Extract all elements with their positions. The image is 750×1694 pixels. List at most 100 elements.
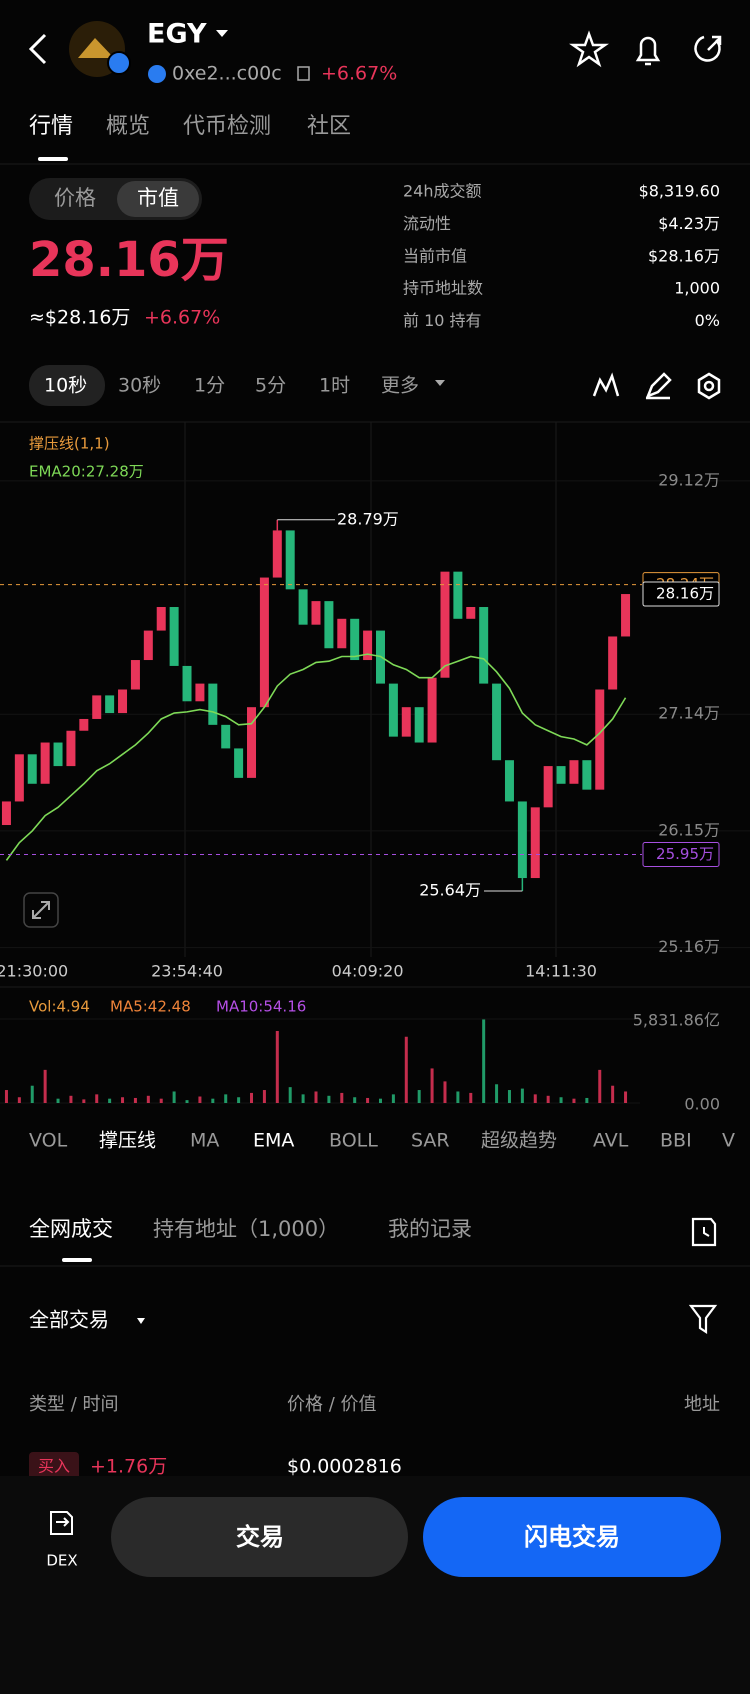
volume-label: MA5:42.48 bbox=[110, 998, 191, 1016]
tab[interactable]: 代币检测 bbox=[183, 114, 271, 139]
volume-bar bbox=[572, 1098, 576, 1103]
spacer bbox=[0, 1170, 750, 1190]
indicator-tab[interactable]: SAR bbox=[411, 1130, 450, 1152]
indicator-tab[interactable]: VOL bbox=[29, 1130, 68, 1152]
interval[interactable]: 5分 bbox=[255, 375, 286, 397]
candle bbox=[453, 571, 463, 619]
volume-bar bbox=[159, 1098, 163, 1103]
candle bbox=[388, 683, 398, 737]
token-address: 0xe2...c00c bbox=[172, 63, 282, 85]
trade-button-label: 交易 bbox=[236, 1523, 284, 1551]
candle bbox=[298, 589, 308, 625]
candle bbox=[337, 618, 347, 649]
volume-bar bbox=[301, 1094, 305, 1103]
flash-button-label: 闪电交易 bbox=[524, 1523, 620, 1551]
volume-bar bbox=[456, 1091, 460, 1103]
indicator-tab[interactable]: V bbox=[722, 1130, 735, 1152]
market-cap: 28.16万 bbox=[29, 232, 229, 288]
current-price-label: 28.16万 bbox=[656, 585, 714, 603]
candle bbox=[621, 594, 631, 637]
expand-icon bbox=[32, 901, 50, 919]
copy-button[interactable] bbox=[297, 66, 310, 81]
indicator-tab[interactable]: AVL bbox=[593, 1130, 629, 1152]
candle bbox=[105, 695, 115, 714]
volume-bar bbox=[533, 1094, 537, 1103]
indicator-icon[interactable] bbox=[592, 372, 620, 397]
chain-badge bbox=[107, 51, 131, 75]
volume-bar bbox=[546, 1095, 550, 1103]
price-change: +6.67% bbox=[321, 63, 397, 85]
trade-price: $0.0002816 bbox=[287, 1456, 402, 1478]
volume-bar bbox=[391, 1094, 395, 1103]
volume-bar bbox=[404, 1036, 408, 1103]
volume-bar bbox=[598, 1069, 602, 1103]
tab[interactable]: 社区 bbox=[307, 114, 351, 139]
indicator-tab[interactable]: BOLL bbox=[329, 1130, 378, 1152]
x-tick-label: 14:11:30 bbox=[525, 962, 597, 981]
toggle-option[interactable]: 价格 bbox=[54, 186, 96, 210]
draw-icon[interactable] bbox=[645, 372, 672, 400]
indicator-tab[interactable]: 撑压线 bbox=[99, 1130, 156, 1152]
volume-bar bbox=[288, 1087, 292, 1103]
back-button[interactable] bbox=[28, 33, 47, 65]
table-header: 地址 bbox=[684, 1394, 720, 1415]
candle bbox=[543, 766, 553, 808]
history-button[interactable] bbox=[691, 1217, 717, 1247]
volume-bar bbox=[69, 1095, 73, 1103]
y-tick-label: 25.16万 bbox=[658, 937, 720, 956]
low-label: 25.64万 bbox=[419, 881, 481, 900]
candle bbox=[414, 707, 424, 743]
stat-value: $4.23万 bbox=[658, 214, 720, 233]
alert-button[interactable] bbox=[635, 36, 661, 66]
toggle-option[interactable]: 市值 bbox=[137, 186, 179, 210]
volume-bar bbox=[30, 1085, 34, 1103]
dex-icon[interactable] bbox=[50, 1511, 73, 1535]
tab[interactable]: 概览 bbox=[106, 114, 150, 139]
volume-bar bbox=[611, 1085, 615, 1103]
flash-trade-button[interactable] bbox=[423, 1497, 721, 1577]
tab[interactable]: 行情 bbox=[29, 114, 73, 139]
interval[interactable]: 30秒 bbox=[118, 375, 161, 397]
candle bbox=[582, 760, 592, 790]
indicator-tab[interactable]: EMA bbox=[253, 1130, 294, 1152]
filter-button[interactable] bbox=[688, 1304, 718, 1335]
token-dropdown[interactable] bbox=[216, 30, 228, 37]
toggle-selected bbox=[117, 181, 199, 217]
volume-tick-label: 0.00 bbox=[684, 1095, 720, 1114]
volume-bar bbox=[146, 1095, 150, 1103]
interval[interactable]: 10秒 bbox=[44, 375, 87, 397]
y-tick-label: 29.12万 bbox=[658, 470, 720, 489]
volume-bar bbox=[314, 1091, 318, 1103]
volume-bar bbox=[56, 1098, 60, 1103]
volume-bar bbox=[353, 1097, 357, 1103]
more-caret bbox=[435, 380, 445, 386]
interval[interactable]: 1时 bbox=[319, 375, 350, 397]
trade-tab[interactable]: 我的记录 bbox=[388, 1217, 472, 1241]
trade-tab[interactable]: 持有地址（1,000） bbox=[153, 1217, 339, 1241]
volume-tick-label: 5,831.86亿 bbox=[633, 1011, 720, 1030]
bottom-bar: DEX 交易 闪电交易 bbox=[0, 1476, 750, 1694]
favorite-button[interactable] bbox=[569, 30, 609, 68]
stat-label: 持币地址数 bbox=[403, 279, 483, 298]
candle bbox=[311, 601, 321, 625]
settings-icon[interactable] bbox=[697, 372, 721, 400]
indicator-tab[interactable]: 超级趋势 bbox=[481, 1130, 557, 1152]
chain-icon bbox=[148, 65, 166, 83]
share-button[interactable] bbox=[694, 35, 722, 62]
candle bbox=[247, 707, 257, 778]
indicator-tab[interactable]: MA bbox=[190, 1130, 219, 1152]
candle bbox=[143, 630, 153, 661]
volume-bar bbox=[430, 1068, 434, 1103]
x-tick-label: 23:54:40 bbox=[151, 962, 223, 981]
candle bbox=[27, 754, 37, 784]
interval[interactable]: 1分 bbox=[194, 375, 225, 397]
trade-filter[interactable]: 全部交易 bbox=[29, 1308, 109, 1332]
candle bbox=[66, 730, 76, 767]
indicator-tab[interactable]: BBI bbox=[660, 1130, 692, 1152]
trade-button[interactable] bbox=[111, 1497, 408, 1577]
side-badge bbox=[29, 1452, 79, 1480]
trade-tab[interactable]: 全网成交 bbox=[29, 1217, 113, 1241]
interval[interactable]: 更多 bbox=[381, 375, 419, 397]
volume-bar bbox=[340, 1092, 344, 1103]
expand-button[interactable] bbox=[23, 892, 59, 928]
